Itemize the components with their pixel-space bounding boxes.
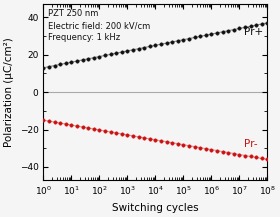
X-axis label: Switching cycles: Switching cycles (112, 203, 199, 213)
Text: Pr+: Pr+ (244, 27, 263, 37)
Text: PZT 250 nm
Electric field: 200 kV/cm
Frequency: 1 kHz: PZT 250 nm Electric field: 200 kV/cm Fre… (48, 10, 150, 42)
Y-axis label: Polarization (μC/cm²): Polarization (μC/cm²) (4, 37, 14, 147)
Text: Pr-: Pr- (244, 140, 258, 150)
